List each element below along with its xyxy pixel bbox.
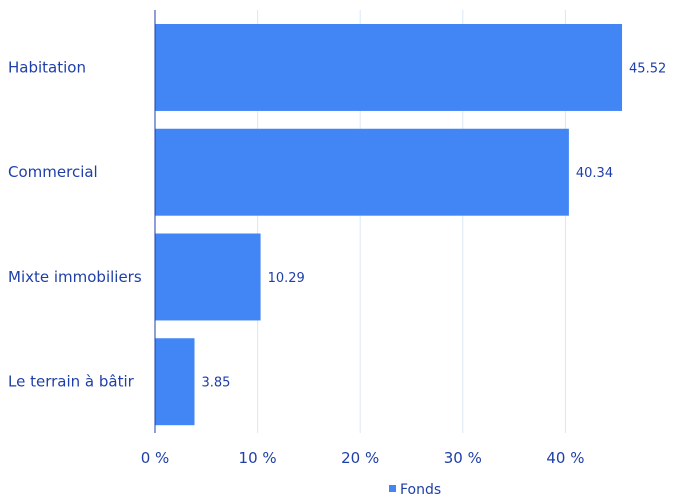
bars <box>155 24 623 426</box>
category-labels: Habitation Commercial Mixte immobiliers Le … <box>8 58 142 390</box>
category-label: Le terrain à bâtir <box>8 373 135 391</box>
legend-label: Fonds <box>400 482 441 498</box>
value-label: 10.29 <box>268 271 305 286</box>
value-label: 45.52 <box>629 61 666 76</box>
x-tick-label: 20 % <box>341 449 379 467</box>
category-label: Mixte immobiliers <box>8 268 142 286</box>
bar <box>155 338 195 426</box>
bar <box>155 128 569 216</box>
bar <box>155 233 261 321</box>
value-label: 3.85 <box>202 376 231 391</box>
x-tick-label: 10 % <box>239 449 277 467</box>
x-tick-label: 0 % <box>141 449 170 467</box>
category-label: Habitation <box>8 58 86 76</box>
value-labels: 45.52 40.34 10.29 3.85 <box>202 61 667 390</box>
bar <box>155 24 623 111</box>
x-tick-label: 30 % <box>444 449 482 467</box>
legend-swatch <box>389 485 396 492</box>
x-tick-label: 40 % <box>546 449 584 467</box>
category-label: Commercial <box>8 163 98 181</box>
legend: Fonds <box>389 482 441 498</box>
value-label: 40.34 <box>576 166 613 181</box>
x-axis-ticks: 0 % 10 % 20 % 30 % 40 % <box>141 449 585 467</box>
